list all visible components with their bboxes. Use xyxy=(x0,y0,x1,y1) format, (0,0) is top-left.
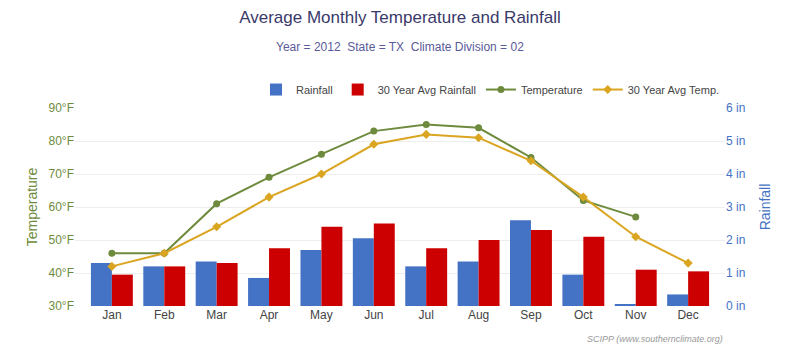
svg-text:Dec: Dec xyxy=(677,308,698,322)
svg-text:Rainfall: Rainfall xyxy=(757,184,773,231)
svg-text:30 Year Avg Rainfall: 30 Year Avg Rainfall xyxy=(378,84,476,96)
svg-text:30°F: 30°F xyxy=(49,299,74,313)
svg-text:2 in: 2 in xyxy=(726,233,745,247)
svg-text:Feb: Feb xyxy=(154,308,175,322)
svg-text:Aug: Aug xyxy=(468,308,489,322)
svg-text:May: May xyxy=(310,308,333,322)
svg-text:Temperature: Temperature xyxy=(521,84,583,96)
svg-text:40°F: 40°F xyxy=(49,266,74,280)
svg-text:SCIPP (www.southernclimate.org: SCIPP (www.southernclimate.org) xyxy=(587,334,723,344)
svg-text:90°F: 90°F xyxy=(49,101,74,115)
svg-text:Sep: Sep xyxy=(520,308,542,322)
svg-text:30 Year Avg Temp.: 30 Year Avg Temp. xyxy=(628,84,719,96)
svg-text:Year = 2012 State = TX Clima: Year = 2012 State = TX Climate Division … xyxy=(276,40,524,54)
svg-text:50°F: 50°F xyxy=(49,233,74,247)
svg-text:Oct: Oct xyxy=(574,308,593,322)
svg-text:Nov: Nov xyxy=(625,308,646,322)
svg-text:60°F: 60°F xyxy=(49,200,74,214)
svg-text:0 in: 0 in xyxy=(726,299,745,313)
svg-text:4 in: 4 in xyxy=(726,167,745,181)
svg-text:3 in: 3 in xyxy=(726,200,745,214)
svg-text:Jul: Jul xyxy=(419,308,434,322)
svg-text:1 in: 1 in xyxy=(726,266,745,280)
svg-text:5 in: 5 in xyxy=(726,134,745,148)
svg-text:6 in: 6 in xyxy=(726,101,745,115)
svg-text:Jun: Jun xyxy=(364,308,383,322)
svg-text:80°F: 80°F xyxy=(49,134,74,148)
svg-text:Temperature: Temperature xyxy=(24,167,40,246)
svg-text:70°F: 70°F xyxy=(49,167,74,181)
svg-text:Jan: Jan xyxy=(102,308,121,322)
svg-text:Rainfall: Rainfall xyxy=(296,84,333,96)
svg-text:Mar: Mar xyxy=(206,308,227,322)
svg-text:Apr: Apr xyxy=(260,308,279,322)
svg-text:Average Monthly Temperature an: Average Monthly Temperature and Rainfall xyxy=(239,8,561,27)
